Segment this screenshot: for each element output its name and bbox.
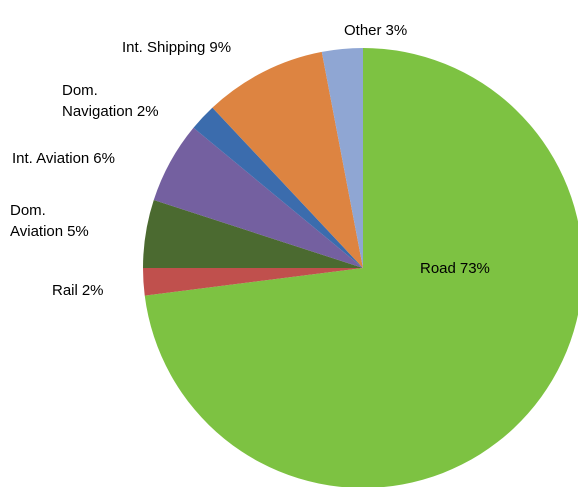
value-label: 73% [459, 260, 490, 277]
pie-slice [144, 48, 578, 487]
category-label: Int. Shipping [122, 39, 206, 56]
slice-label: Int. Aviation 6% [12, 148, 115, 169]
category-label: Road [420, 260, 456, 277]
value-label: 2% [136, 103, 159, 120]
value-label: 2% [81, 282, 104, 299]
category-label: Dom. Navigation [62, 82, 133, 120]
value-label: 5% [67, 223, 89, 240]
pie-slice [143, 200, 363, 268]
value-label: 9% [209, 39, 232, 56]
category-label: Dom. Aviation [10, 202, 64, 240]
slice-label: Road 73% [420, 258, 490, 279]
slice-label: Dom. Navigation 2% [62, 80, 168, 122]
slice-label: Rail 2% [52, 280, 104, 301]
pie-slice [153, 127, 363, 268]
pie-slice [321, 48, 363, 268]
pie-slice [212, 51, 363, 268]
category-label: Rail [52, 282, 78, 299]
category-label: Int. Aviation [12, 150, 90, 167]
value-label: 3% [385, 22, 408, 39]
pie-slice [143, 268, 363, 296]
slice-label: Int. Shipping 9% [122, 37, 231, 58]
value-label: 6% [93, 150, 115, 167]
pie-slice [193, 107, 363, 269]
slice-label: Dom. Aviation 5% [10, 200, 100, 242]
category-label: Other [344, 22, 382, 39]
slice-label: Other 3% [344, 20, 407, 41]
